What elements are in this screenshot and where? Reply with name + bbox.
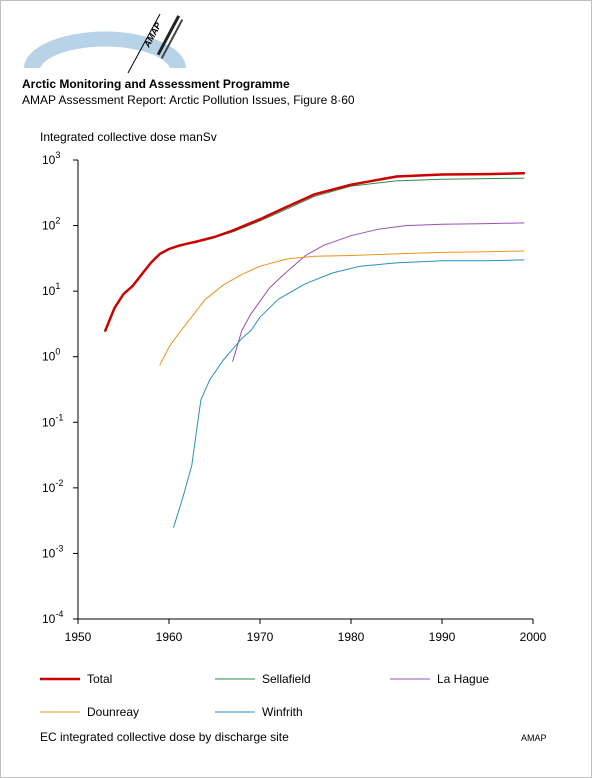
y-tick-label: 101	[42, 281, 60, 298]
series-line-total	[104, 171, 526, 332]
logo-stripe-icon	[156, 15, 181, 56]
legend-label: Total	[87, 672, 112, 686]
legend-label: Sellafield	[262, 672, 311, 686]
report-subtitle: AMAP Assessment Report: Arctic Pollution…	[22, 93, 355, 107]
y-tick-label: 10-3	[42, 543, 63, 560]
legend-label: La Hague	[437, 672, 489, 686]
report-title: Arctic Monitoring and Assessment Program…	[22, 77, 290, 91]
x-tick-label: 1970	[247, 630, 274, 644]
legend-label: Winfrith	[262, 705, 303, 719]
legend-label: Dounreay	[87, 705, 139, 719]
axes: 1950 1960 1970 1980 1990 2000 10-4 10-3 10-2 10-1…	[42, 150, 547, 644]
series-line-la-hague	[232, 222, 525, 362]
x-tick-label: 1990	[429, 630, 456, 644]
amap-logo: AMAP	[24, 13, 186, 74]
y-tick-label: 10-4	[42, 609, 63, 626]
y-tick-label: 10-2	[42, 478, 63, 495]
series-lines	[104, 171, 526, 528]
series-line-dounreay	[159, 250, 525, 366]
x-tick-label: 2000	[520, 630, 547, 644]
x-tick-label: 1960	[156, 630, 183, 644]
y-tick-label: 102	[42, 216, 60, 233]
x-tick-label: 1980	[338, 630, 365, 644]
series-line-sellafield	[195, 177, 525, 243]
footer-brand: AMAP	[521, 733, 547, 743]
y-tick-label: 100	[42, 347, 60, 364]
y-axis-label: Integrated collective dose manSv	[40, 130, 217, 144]
figure-caption: EC integrated collective dose by dischar…	[40, 730, 289, 744]
y-tick-label: 10-1	[42, 412, 63, 429]
x-tick-label: 1950	[65, 630, 92, 644]
series-line-winfrith	[173, 259, 525, 528]
logo-stripe-icon	[160, 19, 184, 59]
legend: Total Sellafield La Hague Dounreay Winfrith	[40, 672, 489, 719]
logo-pole-icon	[127, 13, 161, 74]
y-tick-label: 103	[42, 150, 60, 167]
